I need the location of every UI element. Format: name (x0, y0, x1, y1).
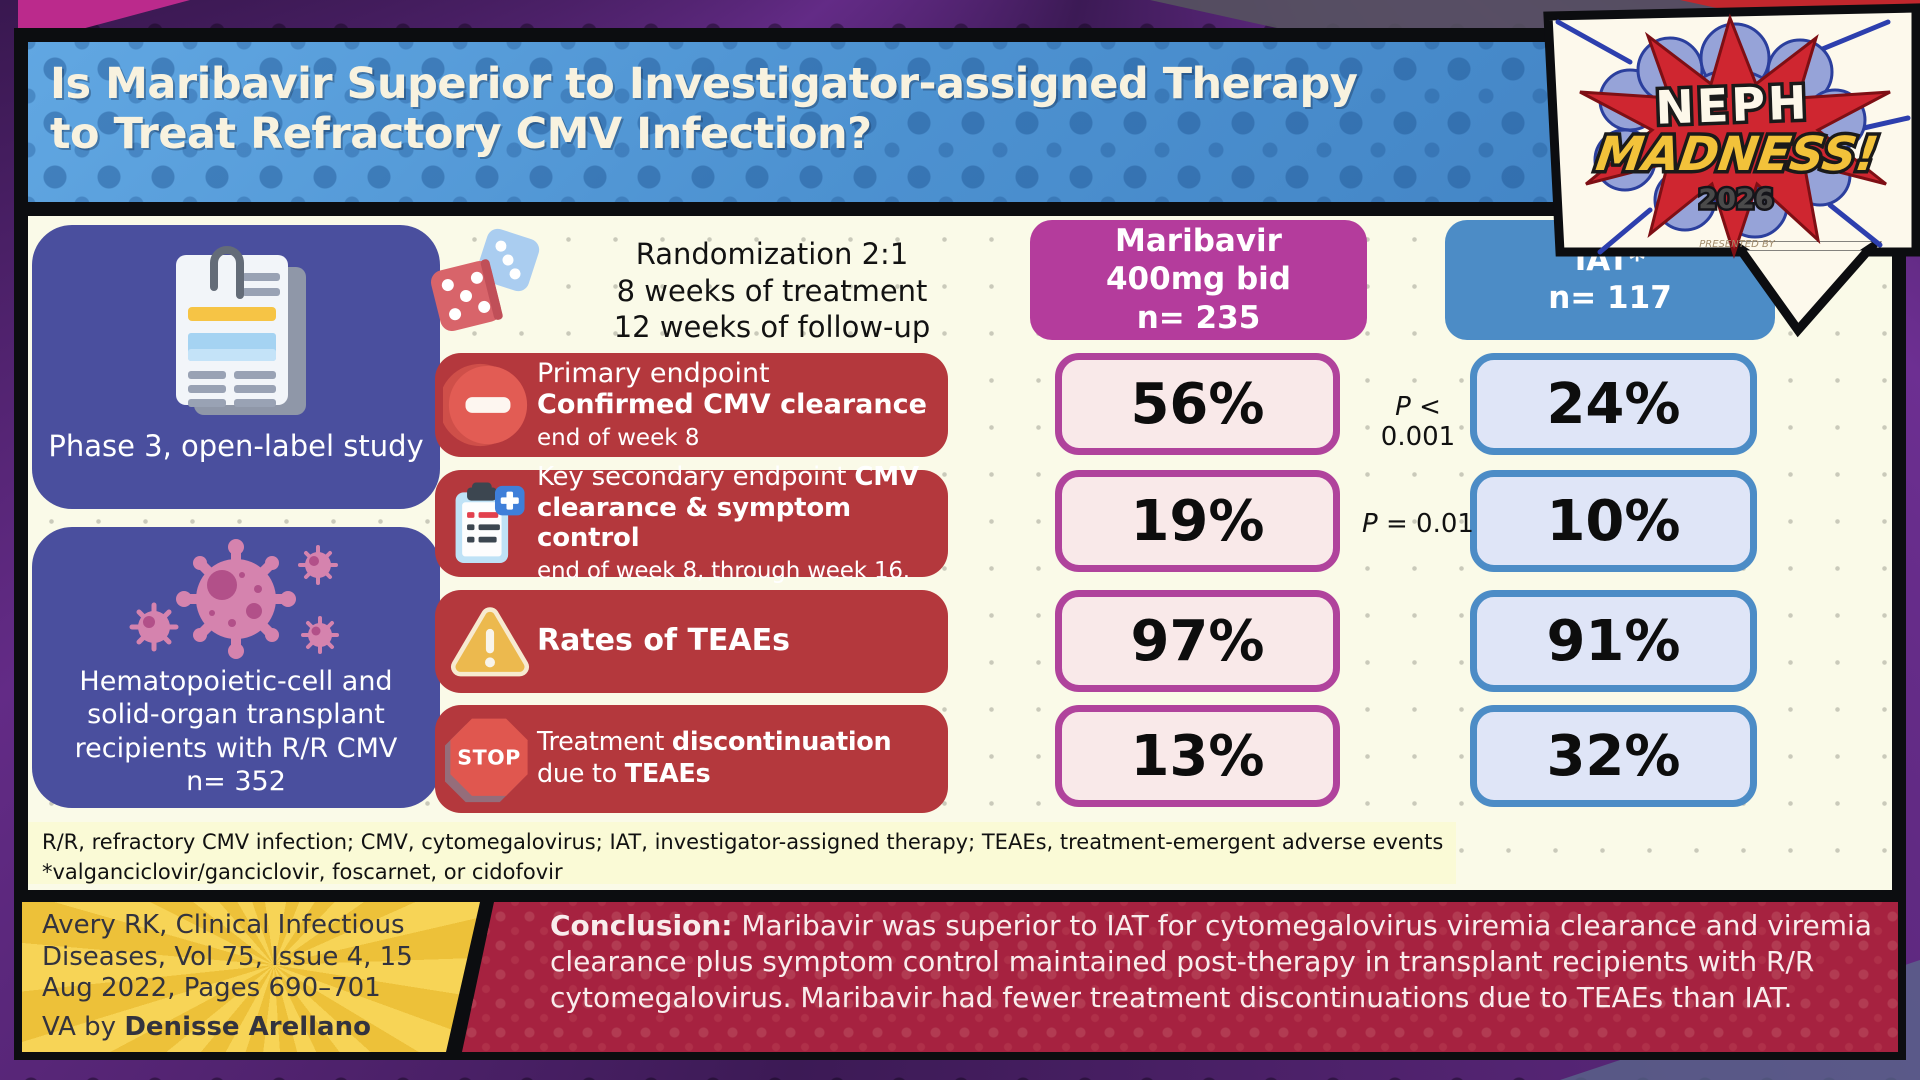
endpoint-secondary-label: Key secondary endpoint CMV clearance & s… (537, 462, 942, 584)
p-number: < 0.001 (1380, 392, 1456, 452)
speech-bubble-tail (1729, 241, 1882, 338)
p-value-secondary: P = 0.01 (1358, 509, 1478, 539)
endpoint-primary-prefix: Primary endpoint (537, 358, 770, 390)
value-iat-discontinuation: 32% (1470, 705, 1757, 807)
stop-icon: STOP (445, 718, 528, 803)
va-prefix: VA by (42, 1012, 125, 1043)
endpoint-primary-bold: Confirmed CMV clearance (537, 389, 927, 421)
study-population-label: Hematopoietic-cell and solid-organ trans… (46, 665, 426, 799)
citation-text: Avery RK, Clinical Infectious Diseases, … (42, 910, 413, 1005)
maribavir-name: Maribavir (1115, 223, 1282, 259)
randomization-line-3: 12 weeks of follow-up (613, 310, 931, 345)
conclusion-label: Conclusion: (550, 909, 733, 942)
content-area: Phase 3, open-label study (28, 216, 1892, 890)
endpoint-secondary-bold: CMV clearance & symptom control (537, 462, 919, 553)
endpoint-teae-label: Rates of TEAEs (537, 623, 790, 659)
value-maribavir-primary: 56% (1055, 353, 1340, 455)
randomization-line-2: 8 weeks of treatment (616, 273, 928, 308)
infographic-panel: Is Maribavir Superior to Investigator-as… (14, 28, 1906, 1060)
study-design-card: Phase 3, open-label study (32, 225, 440, 509)
value-maribavir-discontinuation: 13% (1055, 705, 1340, 807)
disc-bold-2: TEAEs (624, 759, 711, 789)
title-line-1: Is Maribavir Superior to Investigator-as… (50, 59, 1358, 109)
p-value-primary: P < 0.001 (1358, 392, 1478, 452)
logo-year: 2026 (1698, 184, 1773, 215)
footnote-abbreviations: R/R, refractory CMV infection; CMV, cyto… (42, 830, 1444, 854)
endpoint-primary-label: Primary endpoint Confirmed CMV clearance… (537, 358, 942, 452)
logo-burst-icon: NEPH MADNESS! 2026 (1555, 13, 1911, 259)
title-line-2: to Treat Refractory CMV Infection? (50, 108, 872, 159)
arm-header-maribavir: Maribavir 400mg bid n= 235 (1030, 220, 1367, 340)
conclusion-text: Conclusion: Maribavir was superior to IA… (550, 908, 1872, 1016)
citation-line-2: Diseases, Vol 75, Issue 4, 15 (42, 941, 413, 972)
page-title: Is Maribavir Superior to Investigator-as… (50, 59, 1358, 160)
svg-text:STOP: STOP (457, 745, 520, 769)
value-iat-teae: 91% (1470, 590, 1757, 692)
visual-abstract-credit: VA by Denisse Arellano (42, 1012, 371, 1044)
endpoint-row-discontinuation: STOP Treatment discontinuation due to TE… (435, 705, 948, 813)
conclusion-card: Conclusion: Maribavir was superior to IA… (462, 902, 1898, 1052)
clipboard-icon (455, 482, 525, 563)
p-symbol: P (1362, 509, 1378, 539)
footnote-asterisk: *valganciclovir/ganciclovir, foscarnet, … (42, 859, 563, 884)
logo-word-madness: MADNESS! (1593, 127, 1882, 182)
warning-icon (451, 606, 529, 676)
citation-line-3: Aug 2022, Pages 690–701 (42, 973, 381, 1004)
maribavir-dose: 400mg bid (1105, 261, 1291, 298)
virus-icon (129, 539, 339, 659)
endpoint-discontinuation-label: Treatment discontinuation due to TEAEs (537, 727, 942, 791)
population-text: Hematopoietic-cell and solid-organ trans… (74, 666, 398, 764)
study-population-card: Hematopoietic-cell and solid-organ trans… (32, 527, 440, 808)
value-maribavir-teae: 97% (1055, 590, 1340, 692)
p-symbol: P (1395, 392, 1411, 422)
maribavir-n: n= 235 (1136, 299, 1261, 336)
endpoint-row-teae: Rates of TEAEs (435, 590, 948, 693)
randomization-line-1: Randomization 2:1 (635, 237, 909, 271)
randomization-block: Randomization 2:1 8 weeks of treatment 1… (552, 236, 992, 346)
disc-text-1: Treatment (537, 727, 672, 758)
value-iat-primary: 24% (1470, 353, 1757, 455)
endpoint-secondary-prefix: Key secondary endpoint (537, 462, 855, 493)
document-icon (176, 246, 306, 415)
conclusion-body: Maribavir was superior to IAT for cytome… (550, 909, 1872, 1015)
paperclip-icon (210, 246, 244, 299)
study-design-label: Phase 3, open-label study (48, 429, 424, 463)
endpoint-primary-suffix: end of week 8 (537, 424, 700, 451)
value-maribavir-secondary: 19% (1055, 470, 1340, 572)
endpoint-row-secondary: Key secondary endpoint CMV clearance & s… (435, 462, 948, 584)
logo-word-neph: NEPH (1654, 75, 1810, 134)
endpoint-row-primary: Primary endpoint Confirmed CMV clearance… (435, 353, 948, 457)
iat-n: n= 117 (1548, 280, 1672, 317)
disc-bold-1: discontinuation (671, 727, 892, 758)
logo-presented-by: PRESENTED BY (1699, 239, 1775, 250)
va-author: Denisse Arellano (124, 1012, 371, 1043)
footnote: R/R, refractory CMV infection; CMV, cyto… (28, 822, 1456, 884)
value-iat-secondary: 10% (1470, 470, 1757, 572)
endpoint-secondary-suffix: end of week 8, through week 16. (537, 557, 910, 584)
nephmadness-logo: NEPH MADNESS! 2026 PRESENTED BY (1543, 3, 1920, 338)
no-entry-icon (443, 363, 528, 447)
citation-card: Avery RK, Clinical Infectious Diseases, … (22, 902, 480, 1052)
disc-text-2: due to (537, 759, 625, 789)
population-n: n= 352 (186, 766, 286, 798)
p-number: = 0.01 (1377, 509, 1474, 539)
citation-line-1: Avery RK, Clinical Infectious (42, 910, 405, 940)
dice-icon (430, 228, 540, 332)
